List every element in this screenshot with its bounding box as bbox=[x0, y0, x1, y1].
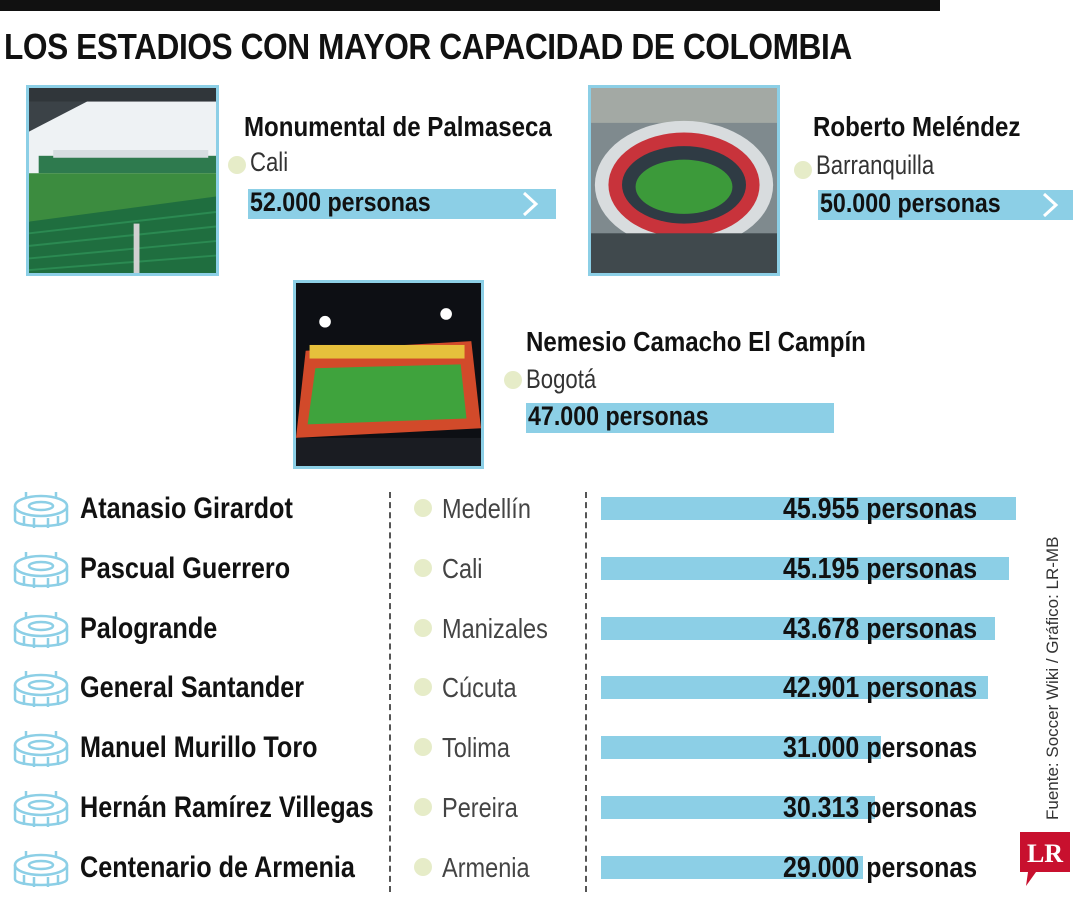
capacity-label: 30.313 personas bbox=[783, 792, 978, 824]
featured-bar-1 bbox=[248, 189, 556, 219]
stadium-icon bbox=[12, 729, 70, 773]
top-rule bbox=[0, 0, 940, 11]
featured-name-3: Nemesio Camacho El Campín bbox=[526, 326, 866, 357]
photo-el-campin bbox=[293, 280, 484, 469]
capacity-bar bbox=[601, 856, 863, 879]
stadium-icon bbox=[12, 490, 70, 534]
capacity-bar bbox=[601, 796, 875, 819]
capacity-bar bbox=[601, 736, 881, 759]
city-dot bbox=[414, 559, 432, 577]
capacity-label: 29.000 personas bbox=[783, 852, 978, 884]
row-stadium-name: Pascual Guerrero bbox=[80, 552, 291, 585]
row-stadium-name: Palogrande bbox=[80, 612, 218, 645]
featured-city-3: Bogotá bbox=[526, 364, 597, 394]
capacity-bar bbox=[601, 497, 1016, 520]
city-dot bbox=[414, 738, 432, 756]
featured-name-2: Roberto Meléndez bbox=[813, 111, 1021, 142]
featured-value-3: 47.000 personas bbox=[528, 401, 709, 431]
row-city: Medellín bbox=[442, 493, 531, 524]
row-city: Manizales bbox=[442, 613, 548, 644]
chevron-right-icon bbox=[522, 191, 539, 217]
city-dot bbox=[414, 499, 432, 517]
featured-bar-2 bbox=[818, 190, 1073, 220]
photo-palmaseca bbox=[26, 85, 219, 276]
row-city: Cali bbox=[442, 553, 483, 584]
city-dot bbox=[228, 156, 246, 174]
city-dot bbox=[414, 858, 432, 876]
featured-city-2: Barranquilla bbox=[816, 150, 935, 180]
city-dot bbox=[504, 371, 522, 389]
chevron-right-icon bbox=[1042, 192, 1059, 218]
stadium-icon bbox=[12, 789, 70, 833]
row-city: Armenia bbox=[442, 852, 530, 883]
page-title: LOS ESTADIOS CON MAYOR CAPACIDAD DE COLO… bbox=[4, 26, 852, 67]
capacity-bar bbox=[601, 557, 1009, 580]
row-stadium-name: General Santander bbox=[80, 671, 305, 704]
featured-bar-3 bbox=[526, 403, 834, 433]
row-stadium-name: Atanasio Girardot bbox=[80, 492, 293, 525]
row-stadium-name: Hernán Ramírez Villegas bbox=[80, 791, 374, 824]
svg-text:LR: LR bbox=[1027, 839, 1063, 868]
capacity-label: 31.000 personas bbox=[783, 732, 978, 764]
capacity-label: 43.678 personas bbox=[783, 613, 978, 645]
row-city: Tolima bbox=[442, 732, 510, 763]
stadium-icon bbox=[12, 849, 70, 893]
city-dot bbox=[414, 678, 432, 696]
capacity-label: 42.901 personas bbox=[783, 672, 978, 704]
featured-name-1: Monumental de Palmaseca bbox=[244, 111, 552, 142]
row-stadium-name: Manuel Murillo Toro bbox=[80, 731, 318, 764]
row-city: Cúcuta bbox=[442, 672, 517, 703]
source-note: Fuente: Soccer Wiki / Gráfico: LR-MB bbox=[1043, 536, 1062, 820]
row-stadium-name: Centenario de Armenia bbox=[80, 851, 355, 884]
capacity-bar bbox=[601, 617, 995, 640]
featured-value-2: 50.000 personas bbox=[820, 188, 1001, 218]
column-divider bbox=[389, 492, 391, 892]
featured-city-1: Cali bbox=[250, 147, 289, 177]
featured-value-1: 52.000 personas bbox=[250, 187, 431, 217]
city-dot bbox=[794, 161, 812, 179]
capacity-bar bbox=[601, 676, 988, 699]
lr-logo: LR bbox=[1020, 832, 1070, 886]
city-dot bbox=[414, 619, 432, 637]
column-divider bbox=[585, 492, 587, 892]
stadium-icon bbox=[12, 550, 70, 594]
capacity-label: 45.195 personas bbox=[783, 553, 978, 585]
city-dot bbox=[414, 798, 432, 816]
capacity-label: 45.955 personas bbox=[783, 493, 978, 525]
stadium-icon bbox=[12, 669, 70, 713]
stadium-icon bbox=[12, 610, 70, 654]
photo-roberto-melendez bbox=[588, 85, 780, 276]
row-city: Pereira bbox=[442, 792, 518, 823]
